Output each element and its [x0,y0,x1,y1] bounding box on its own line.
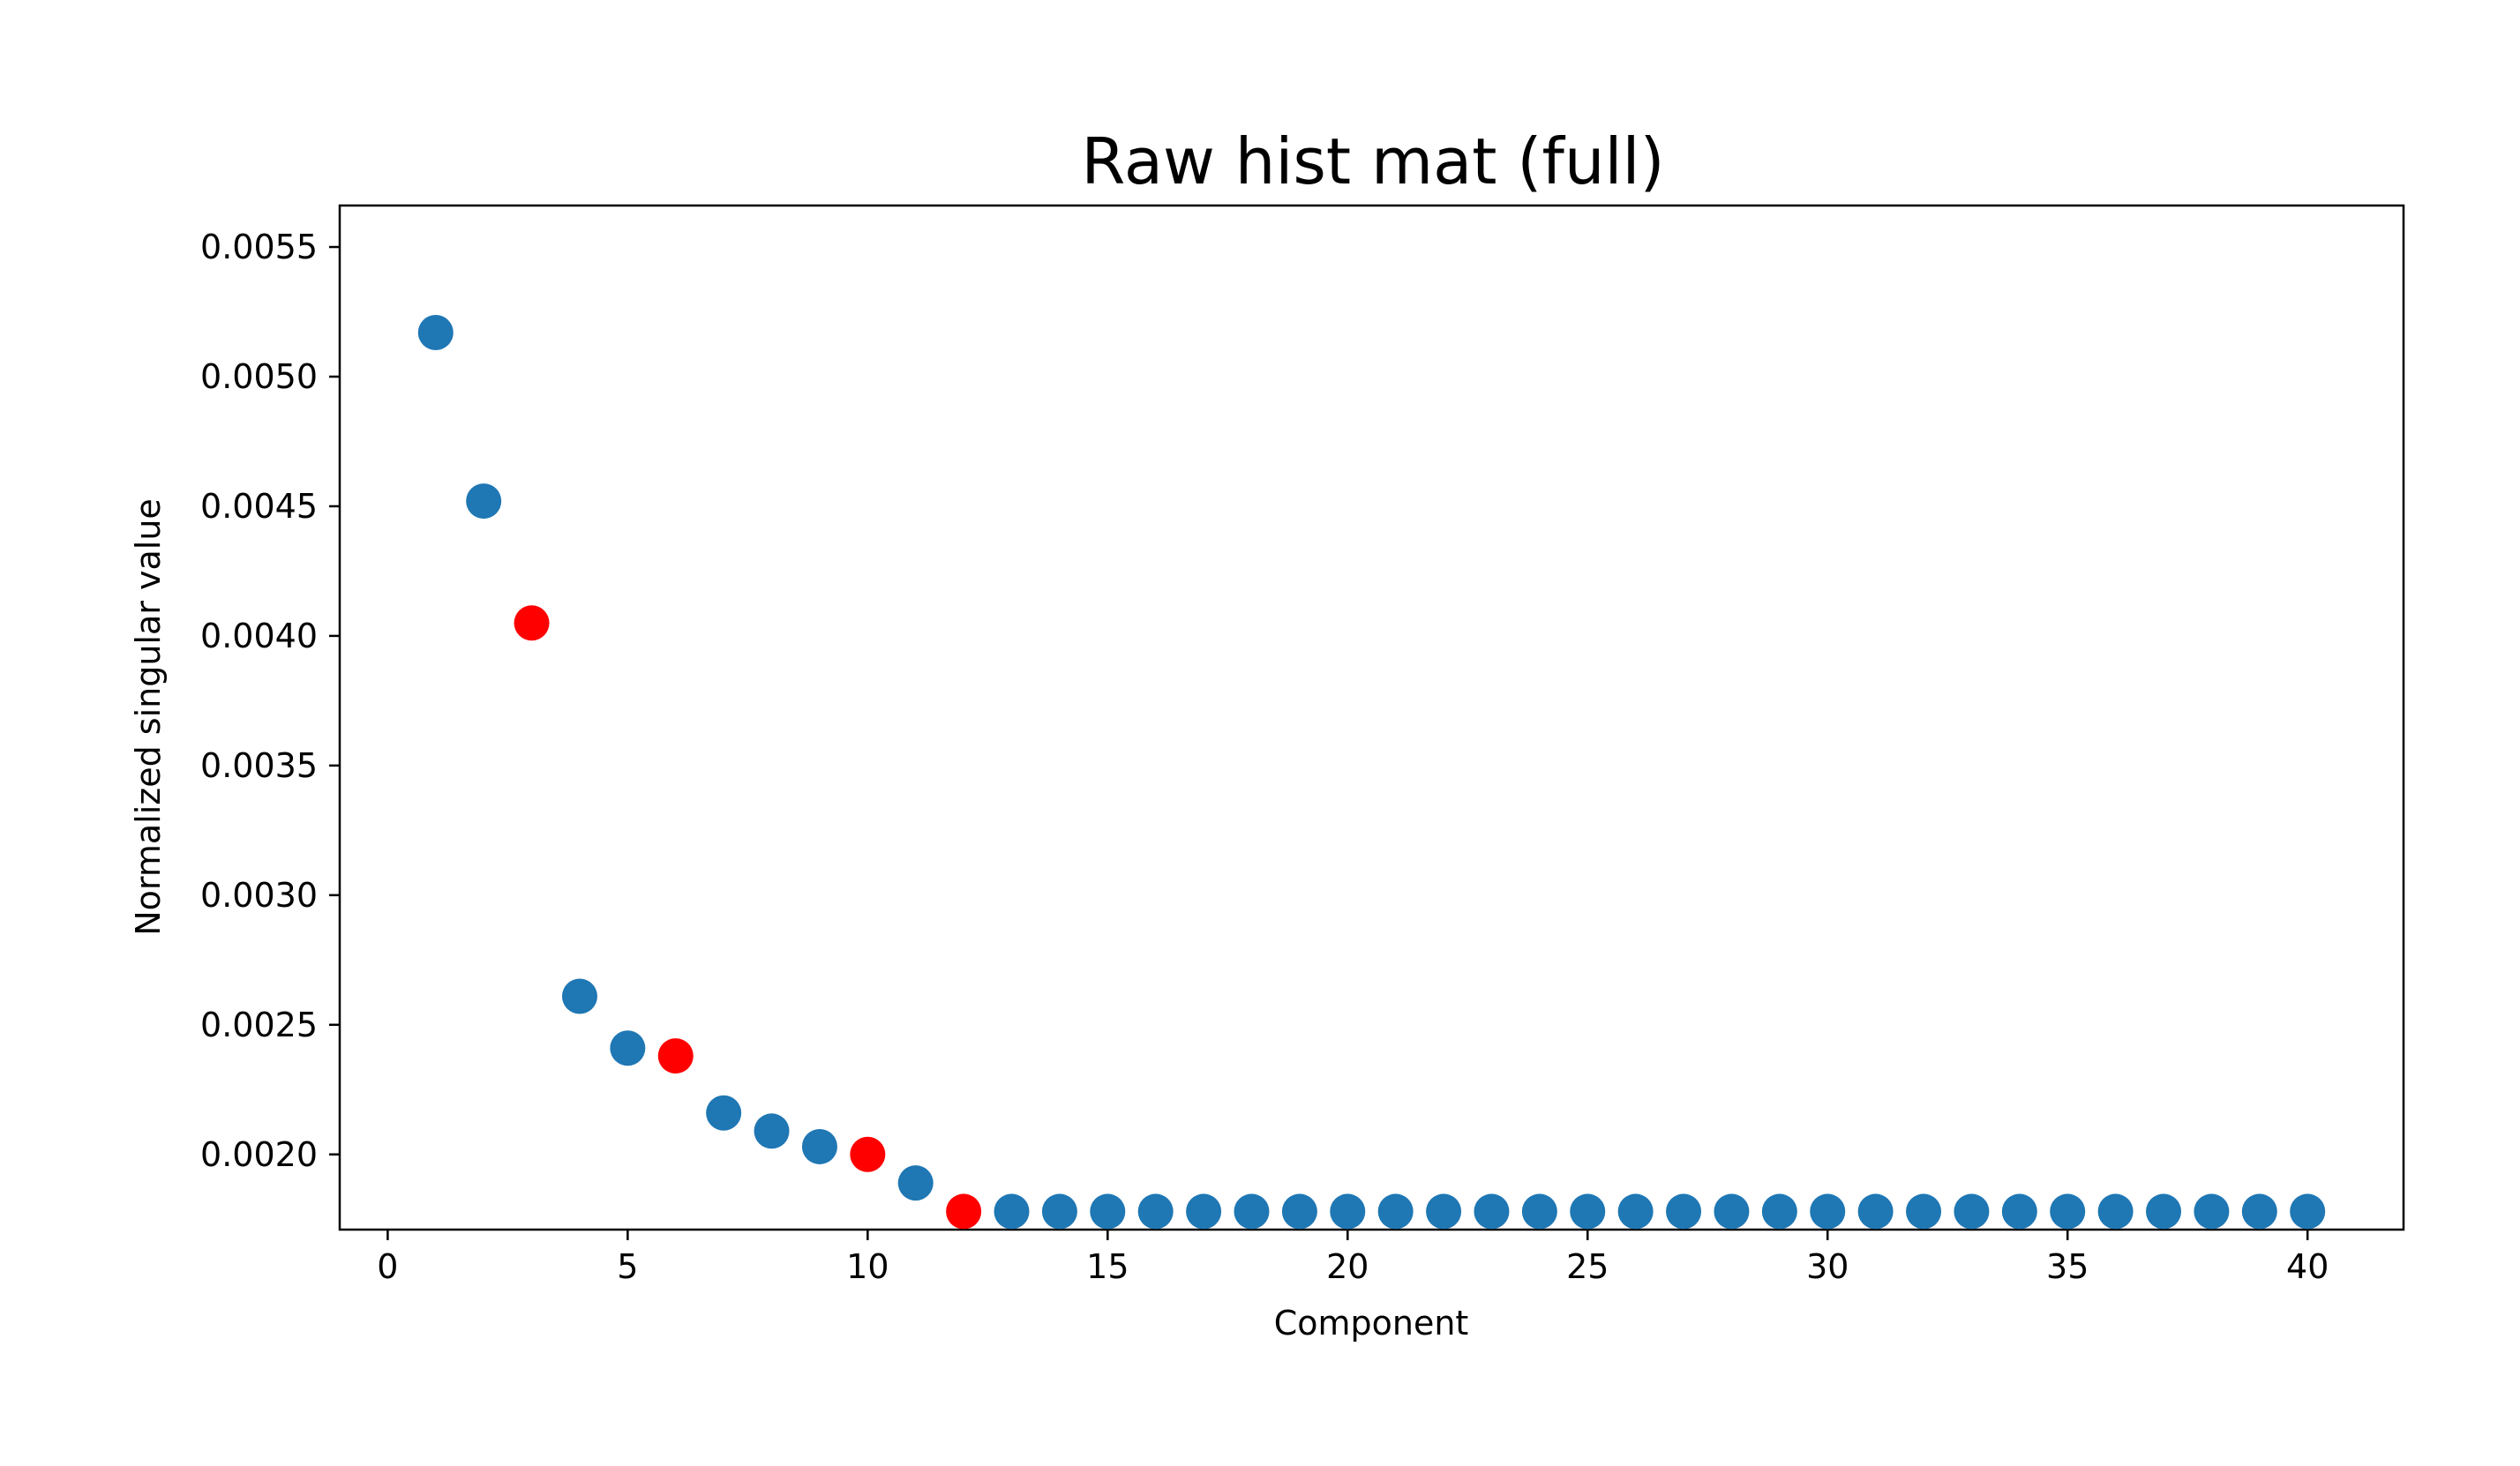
data-point [1090,1193,1126,1230]
data-point [2290,1193,2326,1230]
data-point [1186,1193,1222,1230]
data-point [897,1165,934,1201]
x-axis-label: Component [1274,1304,1469,1343]
plot-frame [338,204,2405,1231]
x-tick-label: 40 [2286,1247,2329,1286]
x-tick-label: 35 [2046,1247,2089,1286]
data-point [1234,1193,1270,1230]
x-tick-label: 0 [377,1247,398,1286]
y-tick-label: 0.0055 [200,228,318,266]
x-tick-label: 30 [1806,1247,1849,1286]
data-point [994,1193,1030,1230]
y-tick-label: 0.0020 [200,1135,318,1174]
data-point [561,978,597,1014]
data-point [706,1095,742,1131]
data-point [1377,1193,1414,1230]
y-tick-label: 0.0035 [200,746,318,785]
data-point [2050,1193,2086,1230]
data-point [1617,1193,1654,1230]
data-point [1857,1193,1894,1230]
y-tick-label: 0.0040 [200,617,318,655]
data-point [1474,1193,1510,1230]
data-point [1714,1193,1750,1230]
data-point [1521,1193,1557,1230]
highlighted-point [946,1193,982,1230]
x-tick-label: 5 [617,1247,638,1286]
data-point [1426,1193,1462,1230]
y-tick-label: 0.0045 [200,487,318,526]
data-point [466,483,502,520]
data-point [1906,1193,1942,1230]
data-point [1810,1193,1846,1230]
x-tick-label: 10 [846,1247,889,1286]
x-axis: 0 5 10 15 20 25 30 35 40 [377,1230,2329,1286]
data-point [1330,1193,1366,1230]
data-point [1761,1193,1797,1230]
y-tick-label: 0.0050 [200,357,318,396]
data-point [1954,1193,1990,1230]
data-point [2241,1193,2277,1230]
y-tick-label: 0.0025 [200,1006,318,1044]
data-point [801,1128,837,1164]
x-tick-label: 20 [1326,1247,1369,1286]
highlighted-point [657,1038,694,1074]
x-tick-label: 15 [1086,1247,1129,1286]
chart-title: Raw hist mat (full) [1081,124,1664,198]
data-point [1041,1193,1077,1230]
data-point [1281,1193,1317,1230]
data-point [1666,1193,1702,1230]
y-axis: 0.0020 0.0025 0.0030 0.0035 0.0040 0.0045 0.00… [200,228,340,1174]
data-point [2001,1193,2037,1230]
highlighted-point [514,605,550,641]
data-point [2097,1193,2134,1230]
x-tick-label: 25 [1566,1247,1609,1286]
y-tick-label: 0.0030 [200,876,318,915]
data-points [417,315,2326,1230]
data-point [1137,1193,1174,1230]
data-point [754,1113,790,1149]
data-point [610,1030,646,1066]
data-point [2146,1193,2182,1230]
highlighted-point [850,1136,886,1172]
y-axis-label: Normalized singular value [129,498,168,936]
data-point [2194,1193,2230,1230]
data-point [1570,1193,1606,1230]
data-point [417,315,454,351]
